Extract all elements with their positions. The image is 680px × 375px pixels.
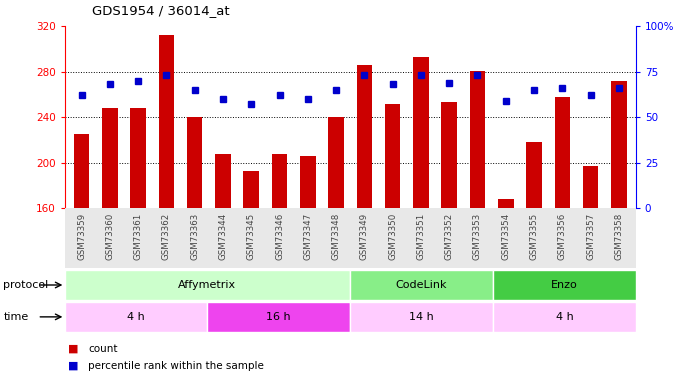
Text: GSM73356: GSM73356 <box>558 213 566 260</box>
Text: GSM73355: GSM73355 <box>530 213 539 260</box>
Text: percentile rank within the sample: percentile rank within the sample <box>88 361 265 370</box>
Bar <box>526 142 542 208</box>
Bar <box>272 154 287 208</box>
Bar <box>131 108 146 208</box>
Text: 16 h: 16 h <box>267 312 291 322</box>
Text: GSM73359: GSM73359 <box>77 213 86 260</box>
Text: GSM73360: GSM73360 <box>105 213 114 260</box>
Bar <box>328 117 344 208</box>
Bar <box>498 199 513 208</box>
Bar <box>243 171 259 208</box>
Text: GSM73346: GSM73346 <box>275 213 284 260</box>
Bar <box>493 302 636 332</box>
Text: GSM73363: GSM73363 <box>190 213 199 260</box>
Text: 4 h: 4 h <box>556 312 573 322</box>
Text: ■: ■ <box>68 361 78 370</box>
Bar <box>470 70 486 208</box>
Text: GSM73353: GSM73353 <box>473 213 482 260</box>
Text: GDS1954 / 36014_at: GDS1954 / 36014_at <box>92 4 229 17</box>
Text: GSM73350: GSM73350 <box>388 213 397 260</box>
Text: GSM73362: GSM73362 <box>162 213 171 260</box>
Bar <box>493 270 636 300</box>
Bar <box>611 81 626 208</box>
Text: GSM73345: GSM73345 <box>247 213 256 260</box>
Bar <box>554 97 570 208</box>
Bar <box>158 35 174 208</box>
Bar <box>350 270 493 300</box>
Text: GSM73357: GSM73357 <box>586 213 595 260</box>
Bar <box>102 108 118 208</box>
Text: GSM73361: GSM73361 <box>134 213 143 260</box>
Text: GSM73348: GSM73348 <box>332 213 341 260</box>
Text: GSM73349: GSM73349 <box>360 213 369 260</box>
Text: GSM73347: GSM73347 <box>303 213 312 260</box>
Text: ■: ■ <box>68 344 78 354</box>
Text: GSM73352: GSM73352 <box>445 213 454 260</box>
Text: CodeLink: CodeLink <box>396 280 447 290</box>
Bar <box>65 302 207 332</box>
Text: GSM73351: GSM73351 <box>416 213 426 260</box>
Text: Enzo: Enzo <box>551 280 578 290</box>
Text: GSM73344: GSM73344 <box>218 213 227 260</box>
Bar <box>413 57 428 208</box>
Text: protocol: protocol <box>3 280 49 290</box>
Bar <box>187 117 203 208</box>
Text: time: time <box>3 312 29 322</box>
Bar <box>583 166 598 208</box>
Text: count: count <box>88 344 118 354</box>
Bar <box>441 102 457 208</box>
Text: Affymetrix: Affymetrix <box>178 280 237 290</box>
Bar <box>215 154 231 208</box>
Bar <box>65 270 350 300</box>
Bar <box>350 302 493 332</box>
Bar <box>300 156 316 208</box>
Text: GSM73354: GSM73354 <box>501 213 510 260</box>
Text: 4 h: 4 h <box>127 312 145 322</box>
Text: 14 h: 14 h <box>409 312 434 322</box>
Bar <box>356 65 372 208</box>
Bar <box>74 134 89 208</box>
Bar <box>385 104 401 208</box>
Bar <box>207 302 350 332</box>
Text: GSM73358: GSM73358 <box>614 213 624 260</box>
